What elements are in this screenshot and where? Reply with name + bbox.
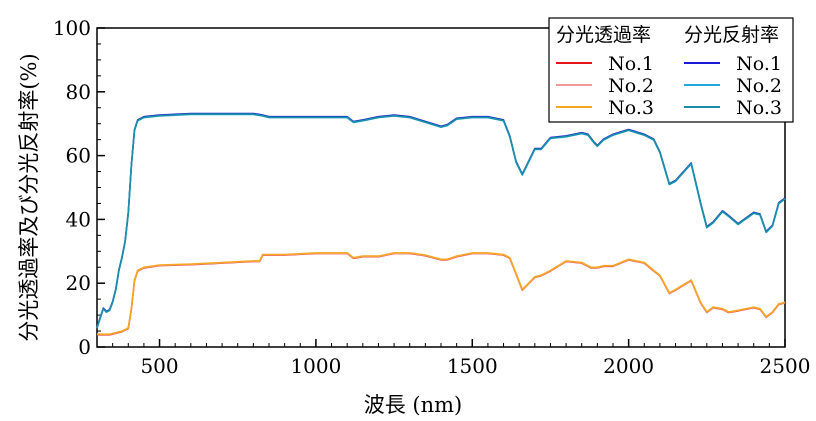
legend-label: No.3 [608, 97, 654, 119]
legend: 分光透過率 分光反射率 No.1No.2No.3No.1No.2No.3 [548, 17, 794, 123]
legend-label: No.1 [736, 53, 782, 75]
x-axis-title: 波長 (nm) [364, 393, 463, 417]
x-tick-label: 2500 [760, 354, 811, 378]
refl-no1-line [96, 112, 786, 328]
legend-items: No.1No.2No.3No.1No.2No.3 [556, 53, 782, 119]
y-tick-label: 0 [78, 335, 91, 359]
legend-title-transmittance: 分光透過率 [556, 24, 651, 46]
legend-label: No.3 [736, 97, 782, 119]
x-tick-label: 1500 [447, 354, 498, 378]
legend-label: No.2 [608, 75, 654, 97]
trans-no3-line [97, 252, 786, 336]
y-tick-label: 100 [53, 16, 91, 40]
ticks: 0 20 40 60 80 100 500 1000 1500 2000 2500 [53, 16, 811, 378]
y-tick-label: 80 [66, 80, 91, 104]
legend-box [548, 17, 794, 123]
x-tick-label: 2000 [603, 354, 654, 378]
y-tick-label: 60 [66, 144, 91, 168]
x-tick-label: 500 [140, 354, 178, 378]
legend-label: No.2 [736, 75, 782, 97]
trans-no2-line [97, 252, 786, 336]
refl-no3-line [96, 113, 786, 329]
trans-no1-line [97, 252, 786, 336]
y-axis-title: 分光透過率及び分光反射率(%) [17, 53, 41, 341]
series [96, 112, 786, 336]
legend-label: No.1 [608, 53, 654, 75]
legend-title-reflectance: 分光反射率 [684, 24, 779, 46]
y-tick-label: 40 [66, 207, 91, 231]
x-tick-label: 1000 [290, 354, 341, 378]
refl-no2-line [96, 113, 786, 329]
y-tick-label: 20 [66, 271, 91, 295]
